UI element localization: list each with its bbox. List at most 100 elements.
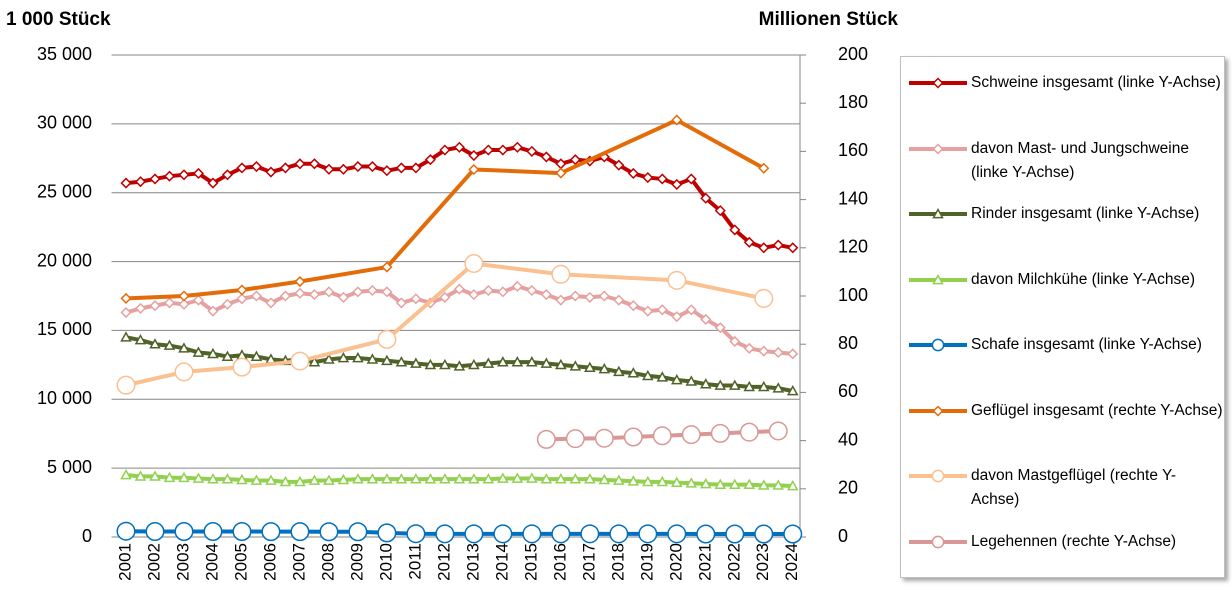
x-tick-label: 2021 bbox=[695, 543, 714, 581]
marker bbox=[424, 358, 437, 370]
marker bbox=[468, 163, 480, 176]
marker bbox=[178, 169, 190, 181]
legend-swatch bbox=[909, 338, 967, 352]
marker bbox=[758, 345, 770, 357]
marker bbox=[221, 169, 234, 181]
marker bbox=[174, 362, 194, 382]
marker bbox=[772, 346, 784, 359]
legend-entry: Legehennen (rechte Y-Achse) bbox=[901, 530, 1226, 590]
x-tick-label: 2023 bbox=[753, 543, 772, 581]
marker bbox=[932, 273, 944, 284]
marker bbox=[395, 297, 407, 309]
marker bbox=[526, 356, 538, 367]
marker bbox=[134, 302, 147, 314]
legend-entry: Schafe insgesamt (linke Y-Achse) bbox=[901, 333, 1226, 393]
marker bbox=[120, 468, 132, 480]
marker bbox=[323, 286, 335, 298]
marker bbox=[754, 288, 774, 308]
series bbox=[120, 468, 799, 491]
marker bbox=[700, 378, 712, 389]
legend: Schweine insgesamt (linke Y-Achse) davon … bbox=[900, 56, 1225, 578]
marker bbox=[395, 473, 408, 484]
marker bbox=[743, 236, 755, 248]
marker bbox=[395, 162, 407, 174]
marker bbox=[656, 371, 669, 382]
x-tick-label: 2009 bbox=[347, 543, 366, 581]
marker bbox=[932, 207, 944, 219]
series-line bbox=[125, 529, 793, 536]
marker bbox=[609, 524, 629, 544]
y-tick-label: 20 000 bbox=[37, 250, 92, 270]
marker bbox=[627, 475, 640, 486]
marker bbox=[598, 290, 610, 302]
marker bbox=[174, 521, 194, 541]
marker bbox=[931, 469, 945, 483]
marker bbox=[163, 297, 176, 309]
marker bbox=[323, 163, 335, 175]
y-tick-label: 30 000 bbox=[37, 113, 92, 133]
marker bbox=[352, 473, 364, 484]
marker bbox=[714, 322, 726, 334]
marker bbox=[772, 479, 785, 490]
marker bbox=[555, 473, 567, 484]
marker bbox=[714, 379, 727, 390]
marker bbox=[526, 145, 538, 157]
marker bbox=[250, 474, 263, 485]
marker bbox=[308, 289, 320, 301]
marker bbox=[757, 479, 770, 490]
marker bbox=[700, 477, 712, 489]
legend-entry: Schweine insgesamt (linke Y-Achse) bbox=[901, 71, 1226, 131]
marker bbox=[584, 361, 596, 372]
marker bbox=[482, 473, 495, 484]
y2-tick-label: 100 bbox=[838, 285, 868, 305]
marker bbox=[464, 524, 484, 544]
marker bbox=[667, 524, 687, 544]
series bbox=[120, 331, 799, 396]
marker bbox=[308, 474, 321, 485]
marker bbox=[366, 473, 379, 484]
marker bbox=[207, 347, 219, 359]
x-tick-label: 2022 bbox=[724, 543, 743, 581]
marker bbox=[377, 329, 397, 349]
marker bbox=[729, 335, 741, 348]
marker bbox=[623, 427, 643, 447]
marker bbox=[584, 473, 596, 484]
marker bbox=[493, 524, 513, 544]
marker bbox=[613, 159, 625, 171]
marker bbox=[714, 478, 727, 490]
legend-label: Legehennen (rechte Y-Achse) bbox=[971, 532, 1177, 550]
marker bbox=[381, 473, 393, 484]
marker bbox=[352, 160, 364, 173]
marker bbox=[638, 524, 658, 544]
marker bbox=[754, 524, 774, 544]
series bbox=[116, 521, 803, 544]
y-tick-label: 5 000 bbox=[47, 457, 92, 477]
marker bbox=[569, 154, 581, 166]
marker bbox=[743, 380, 756, 392]
marker bbox=[116, 375, 136, 395]
marker bbox=[671, 114, 683, 126]
marker bbox=[294, 158, 306, 170]
marker bbox=[598, 473, 611, 485]
marker bbox=[439, 473, 451, 484]
marker bbox=[294, 475, 306, 487]
marker bbox=[540, 357, 553, 368]
marker bbox=[598, 362, 611, 374]
marker bbox=[265, 166, 277, 178]
marker bbox=[642, 369, 654, 381]
marker bbox=[290, 351, 310, 371]
y2-tick-label: 0 bbox=[838, 526, 848, 546]
marker bbox=[685, 375, 698, 386]
marker bbox=[192, 167, 205, 179]
marker bbox=[294, 287, 306, 299]
marker bbox=[381, 286, 393, 298]
marker bbox=[758, 162, 770, 174]
marker bbox=[395, 356, 408, 367]
marker bbox=[511, 356, 524, 367]
x-tick-label: 2008 bbox=[318, 543, 337, 581]
marker bbox=[250, 290, 263, 302]
legend-swatch bbox=[909, 535, 967, 548]
marker bbox=[410, 473, 422, 484]
marker bbox=[221, 350, 234, 361]
marker bbox=[671, 311, 683, 323]
